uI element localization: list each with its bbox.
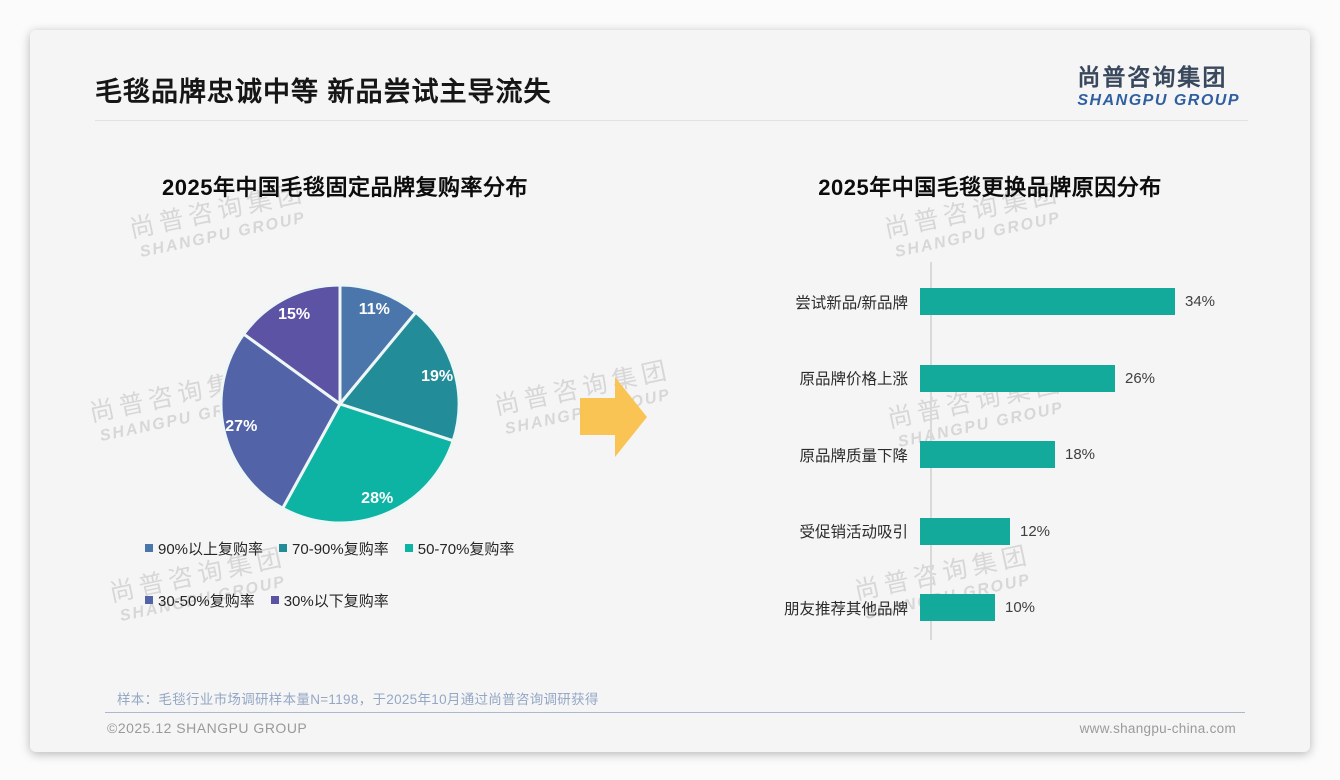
- legend-label: 30-50%复购率: [158, 592, 255, 610]
- legend-swatch: [270, 596, 279, 604]
- pie-value-label: 19%: [421, 368, 453, 385]
- pie-slice-0: [338, 283, 418, 406]
- logo-text-cn: 尚普咨询集团: [1077, 64, 1228, 90]
- pie-value-label: 27%: [225, 418, 257, 435]
- pie-value-label: 15%: [278, 306, 310, 323]
- logo-text-en: SHANGPU GROUP: [1077, 92, 1240, 109]
- company-logo: 尚普咨询集团 SHANGPU GROUP: [1077, 58, 1240, 110]
- bar-fill: [920, 517, 1010, 545]
- bar-row: 尝试新品/新品牌 34%: [670, 288, 1250, 315]
- bar-value-label: 18%: [1065, 446, 1096, 463]
- bar-category-label: 受促销活动吸引: [799, 524, 908, 541]
- bar-chart-title: 2025年中国毛毯更换品牌原因分布: [818, 175, 1162, 200]
- legend-label: 90%以上复购率: [158, 540, 264, 558]
- bar-value-label: 10%: [1005, 599, 1036, 616]
- legend-label: 70-90%复购率: [292, 540, 389, 558]
- bar-category-label: 尝试新品/新品牌: [795, 294, 908, 312]
- pie-legend: 90%以上复购率 70-90%复购率 50-70%复购率 30-50%复购率 30%以下…: [145, 538, 597, 610]
- footer-divider: [105, 712, 1245, 713]
- legend-item: 70-90%复购率: [279, 538, 389, 558]
- copyright-text: ©2025.12 SHANGPU GROUP: [107, 720, 308, 736]
- page-title: 毛毯品牌忠诚中等 新品尝试主导流失: [95, 77, 552, 107]
- pie-slice-1: [338, 310, 461, 443]
- legend-item: 90%以上复购率: [145, 538, 263, 558]
- legend-swatch: [279, 544, 288, 552]
- bar-row: 朋友推荐其他品牌 10%: [670, 594, 1250, 621]
- bar-fill: [920, 364, 1115, 392]
- legend-swatch: [145, 544, 153, 552]
- watermark-line2: SHANGPU GROUP: [893, 208, 1063, 261]
- bar-fill: [920, 594, 995, 621]
- sample-note: 样本：毛毯行业市场调研样本量N=1198，于2025年10月通过尚普咨询调研获得: [117, 692, 599, 707]
- bar-value-label: 26%: [1125, 369, 1156, 387]
- watermark-line2: SHANGPU GROUP: [138, 208, 308, 261]
- bar-category-label: 原品牌价格上涨: [799, 371, 908, 388]
- bar-row: 受促销活动吸引 12%: [670, 517, 1250, 545]
- legend-label: 50-70%复购率: [417, 540, 515, 558]
- bar-category-label: 朋友推荐其他品牌: [783, 600, 908, 618]
- pie-value-label: 28%: [361, 490, 393, 507]
- bar-value-label: 34%: [1185, 293, 1216, 310]
- bar-value-label: 12%: [1020, 522, 1051, 540]
- bar-category-label: 原品牌质量下降: [799, 447, 908, 465]
- pie-slice-4: [242, 283, 342, 406]
- title-divider: [95, 120, 1248, 121]
- pie-chart-title: 2025年中国毛毯固定品牌复购率分布: [162, 175, 528, 200]
- pie-value-label: 11%: [359, 301, 390, 318]
- bar-row: 原品牌价格上涨 26%: [670, 364, 1250, 392]
- bar-chart: 尝试新品/新品牌 34% 原品牌价格上涨 26% 原品牌质量下降 18% 受促销活动吸引 12…: [670, 262, 1250, 654]
- slide: 尚普咨询集团 SHANGPU GROUP 尚普咨询集团 SHANGPU GROUP 尚普…: [30, 30, 1310, 752]
- website-text: www.shangpu-china.com: [1079, 721, 1236, 736]
- pie-slice-3: [219, 332, 342, 510]
- legend-item: 30%以下复购率: [270, 590, 389, 610]
- pie-chart: 11% 19% 28% 27% 15%: [219, 283, 461, 525]
- legend-item: 50-70%复购率: [404, 538, 515, 558]
- legend-label: 30%以下复购率: [283, 592, 389, 610]
- bar-row: 原品牌质量下降 18%: [670, 441, 1250, 468]
- right-arrow-icon: [580, 377, 647, 457]
- bar-fill: [920, 288, 1175, 315]
- legend-swatch: [145, 596, 153, 604]
- legend-item: 30-50%复购率: [145, 590, 255, 610]
- bar-fill: [920, 441, 1055, 468]
- legend-swatch: [404, 544, 413, 552]
